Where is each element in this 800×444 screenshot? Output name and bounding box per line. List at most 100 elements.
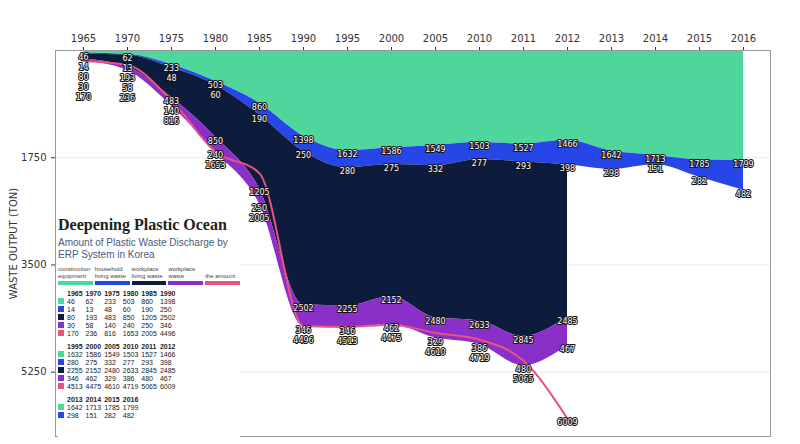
- svg-text:1632: 1632: [337, 150, 357, 159]
- svg-text:2014: 2014: [643, 33, 668, 44]
- svg-text:480: 480: [516, 365, 531, 374]
- svg-text:1527: 1527: [513, 144, 533, 153]
- svg-text:170: 170: [76, 93, 91, 102]
- svg-text:462: 462: [384, 324, 399, 333]
- svg-text:1970: 1970: [115, 33, 140, 44]
- svg-text:1990: 1990: [291, 33, 316, 44]
- svg-text:62: 62: [122, 54, 132, 63]
- svg-text:4513: 4513: [337, 337, 357, 346]
- svg-text:151: 151: [648, 165, 663, 174]
- svg-text:48: 48: [166, 74, 176, 83]
- svg-text:298: 298: [604, 169, 619, 178]
- svg-text:1549: 1549: [425, 145, 445, 154]
- svg-text:1980: 1980: [203, 33, 228, 44]
- svg-text:2485: 2485: [557, 317, 577, 326]
- svg-text:233: 233: [164, 64, 179, 73]
- svg-text:2633: 2633: [469, 321, 489, 330]
- svg-text:275: 275: [384, 164, 399, 173]
- svg-text:1466: 1466: [557, 140, 577, 149]
- html-text:workplace living waste: workplace living waste: [131, 266, 163, 279]
- svg-text:5065: 5065: [513, 375, 533, 384]
- svg-text:140: 140: [164, 107, 179, 116]
- svg-text:236: 236: [120, 94, 135, 103]
- svg-text:1653: 1653: [205, 161, 225, 170]
- svg-text:190: 190: [252, 115, 267, 124]
- html-text:62: 62: [85, 298, 94, 305]
- svg-text:1586: 1586: [381, 147, 401, 156]
- svg-text:2005: 2005: [423, 33, 448, 44]
- svg-text:2005: 2005: [249, 214, 269, 223]
- svg-text:346: 346: [340, 327, 355, 336]
- html-text:1965 1970 1975 1980 1985 1990: 1965 1970 1975 1980 1985 1990: [67, 290, 176, 297]
- svg-text:2845: 2845: [513, 336, 533, 345]
- svg-text:58: 58: [122, 84, 132, 93]
- svg-text:2012: 2012: [555, 33, 580, 44]
- svg-text:30: 30: [78, 83, 88, 92]
- svg-text:1205: 1205: [249, 188, 269, 197]
- svg-text:6009: 6009: [557, 418, 577, 427]
- svg-text:4719: 4719: [469, 354, 489, 363]
- svg-text:398: 398: [560, 164, 575, 173]
- svg-text:5250: 5250: [21, 366, 46, 377]
- svg-text:4610: 4610: [425, 348, 445, 357]
- svg-text:2255: 2255: [337, 305, 357, 314]
- svg-text:2010: 2010: [467, 33, 492, 44]
- svg-text:1642: 1642: [601, 151, 621, 160]
- svg-text:280: 280: [340, 167, 355, 176]
- svg-text:850: 850: [208, 137, 223, 146]
- svg-text:293: 293: [516, 162, 531, 171]
- svg-text:1799: 1799: [733, 160, 753, 169]
- html-text:503: 503: [122, 298, 135, 305]
- svg-text:1503: 1503: [469, 142, 489, 151]
- svg-text:2502: 2502: [293, 304, 313, 313]
- svg-text:1975: 1975: [159, 33, 184, 44]
- svg-text:482: 482: [736, 190, 751, 199]
- svg-text:1985: 1985: [247, 33, 272, 44]
- svg-text:346: 346: [296, 326, 311, 335]
- svg-text:2015: 2015: [687, 33, 712, 44]
- svg-text:2011: 2011: [511, 33, 536, 44]
- svg-text:4475: 4475: [381, 334, 401, 343]
- svg-text:503: 503: [208, 81, 223, 90]
- svg-text:277: 277: [472, 159, 487, 168]
- svg-text:14: 14: [78, 63, 88, 72]
- svg-text:2016: 2016: [731, 33, 756, 44]
- html-text:46: 46: [67, 298, 75, 305]
- svg-text:816: 816: [164, 117, 179, 126]
- svg-text:860: 860: [252, 103, 267, 112]
- html-text:household living waste: household living waste: [94, 266, 126, 279]
- html-text:Amount of Plastic Waste Discha: Amount of Plastic Waste Discharge by ERP…: [58, 237, 228, 260]
- svg-text:1995: 1995: [335, 33, 360, 44]
- html-text:233: 233: [104, 298, 116, 305]
- svg-text:282: 282: [692, 177, 707, 186]
- svg-text:1750: 1750: [21, 152, 46, 163]
- svg-text:3500: 3500: [21, 259, 46, 270]
- svg-text:WASTE OUTPUT (TON): WASTE OUTPUT (TON): [8, 188, 19, 299]
- svg-text:483: 483: [164, 97, 179, 106]
- svg-text:193: 193: [120, 74, 135, 83]
- svg-text:2152: 2152: [381, 296, 401, 305]
- svg-text:1398: 1398: [293, 136, 313, 145]
- svg-text:250: 250: [252, 204, 267, 213]
- svg-text:1965: 1965: [71, 33, 96, 44]
- svg-text:240: 240: [208, 151, 223, 160]
- svg-text:386: 386: [472, 344, 487, 353]
- svg-text:467: 467: [560, 345, 575, 354]
- svg-text:2000: 2000: [379, 33, 404, 44]
- html-text:Deepening Plastic Ocean: Deepening Plastic Ocean: [58, 216, 227, 233]
- html-text:workplace waste: workplace waste: [168, 266, 196, 279]
- svg-text:2013: 2013: [599, 33, 624, 44]
- svg-text:332: 332: [428, 165, 443, 174]
- svg-text:80: 80: [78, 73, 88, 82]
- svg-text:1713: 1713: [645, 155, 665, 164]
- svg-text:46: 46: [78, 53, 88, 62]
- svg-text:13: 13: [122, 64, 132, 73]
- svg-text:2480: 2480: [425, 317, 445, 326]
- svg-text:250: 250: [296, 151, 311, 160]
- html-text:construction equipment: construction equipment: [58, 266, 91, 279]
- svg-text:329: 329: [428, 338, 443, 347]
- svg-text:1785: 1785: [689, 160, 709, 169]
- html-text:860: 860: [141, 298, 153, 305]
- svg-text:4496: 4496: [293, 336, 313, 345]
- svg-text:60: 60: [210, 91, 220, 100]
